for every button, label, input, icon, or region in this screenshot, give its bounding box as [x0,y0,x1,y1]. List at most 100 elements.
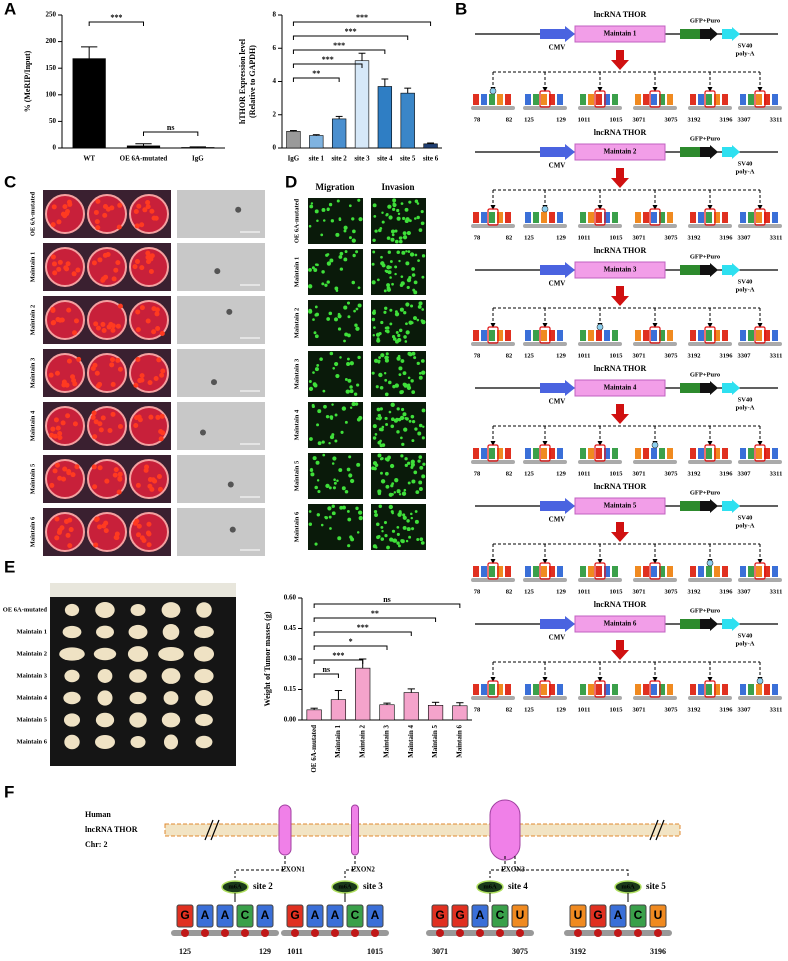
site-number: 3071 [633,706,646,713]
cell [314,485,318,490]
bar [286,131,301,149]
row-label: Maintain 2 [293,308,300,339]
nucleotide-letter: A [614,908,623,922]
colony [117,303,123,309]
cell [314,367,319,372]
nucleotide [714,566,720,577]
cell [389,537,394,542]
nucleotide [722,684,728,695]
colony [54,535,60,541]
nucleotide [651,212,657,223]
cell [392,198,397,203]
nucleotide [714,448,720,459]
tumor [95,712,115,728]
nucleotide [748,330,754,341]
colony [133,209,139,215]
site-number: 129 [556,234,567,241]
nucleotide [714,330,720,341]
cell [338,255,343,259]
bead [436,929,444,937]
puro-arrow [700,499,718,513]
bead [574,929,582,937]
well [45,512,85,552]
colony [148,269,154,275]
cell [329,351,334,356]
nucleotide [706,684,712,695]
cell [421,370,426,375]
site-number: 125 [524,470,535,477]
y-tick-label: 0.15 [284,685,297,693]
cell [314,209,319,214]
cell [413,290,418,295]
cell [312,318,315,321]
nucleotide-letter: A [371,908,380,922]
cell [418,375,423,380]
colony [214,268,221,275]
cell [384,533,388,538]
nucleotide [596,330,602,341]
cell [402,235,408,240]
colony [93,209,99,215]
cell [396,208,400,213]
cell [350,478,355,484]
colony [93,419,99,425]
cell [308,267,312,272]
arrow-head [652,323,658,328]
cell [397,333,401,338]
cell [421,319,426,325]
cell [358,415,363,421]
cell [392,202,396,206]
gfp-box [680,147,700,157]
tumor [130,735,146,749]
cell [384,392,389,397]
cell [371,280,376,285]
cell [392,207,396,211]
significance-bracket [292,21,432,26]
site-number: 3075 [665,352,679,359]
cell [413,470,418,475]
colony [117,471,123,477]
polya-label: SV40 [738,514,753,521]
cell [396,407,400,411]
site-number: 129 [556,352,567,359]
cell [420,210,424,214]
colony [154,311,160,317]
colony [142,207,148,213]
significance-bracket [88,21,144,26]
y-tick-label: 8 [273,11,277,19]
colony [111,276,117,282]
site-number: 3071 [633,470,646,477]
arrow-head [597,205,603,210]
colony [92,484,98,490]
polya-arrow [722,499,740,513]
nucleotide [667,94,673,105]
cell [402,515,407,520]
cell [411,479,416,484]
nucleotide [451,904,469,928]
cell [414,519,419,524]
colony [110,327,116,333]
cell [371,317,376,322]
cell [394,272,397,276]
nucleotide [256,904,274,928]
cell [375,522,380,527]
cell [334,286,339,291]
cell [388,492,393,497]
cell [390,229,395,234]
micro-image [177,243,265,291]
nucleotide [690,448,696,459]
arrow-head [707,441,713,446]
colony [65,261,71,267]
bead [221,929,229,937]
chromosome-tube [164,823,681,837]
cell [414,217,417,220]
construct-box [574,261,666,279]
row-label: OE 6A-mutated [293,198,300,243]
nucleotide [635,684,641,695]
colony [106,324,112,330]
cell [416,318,420,322]
cell [403,335,407,339]
micro-image [177,190,265,238]
cell [346,361,351,366]
site-box [754,326,766,344]
